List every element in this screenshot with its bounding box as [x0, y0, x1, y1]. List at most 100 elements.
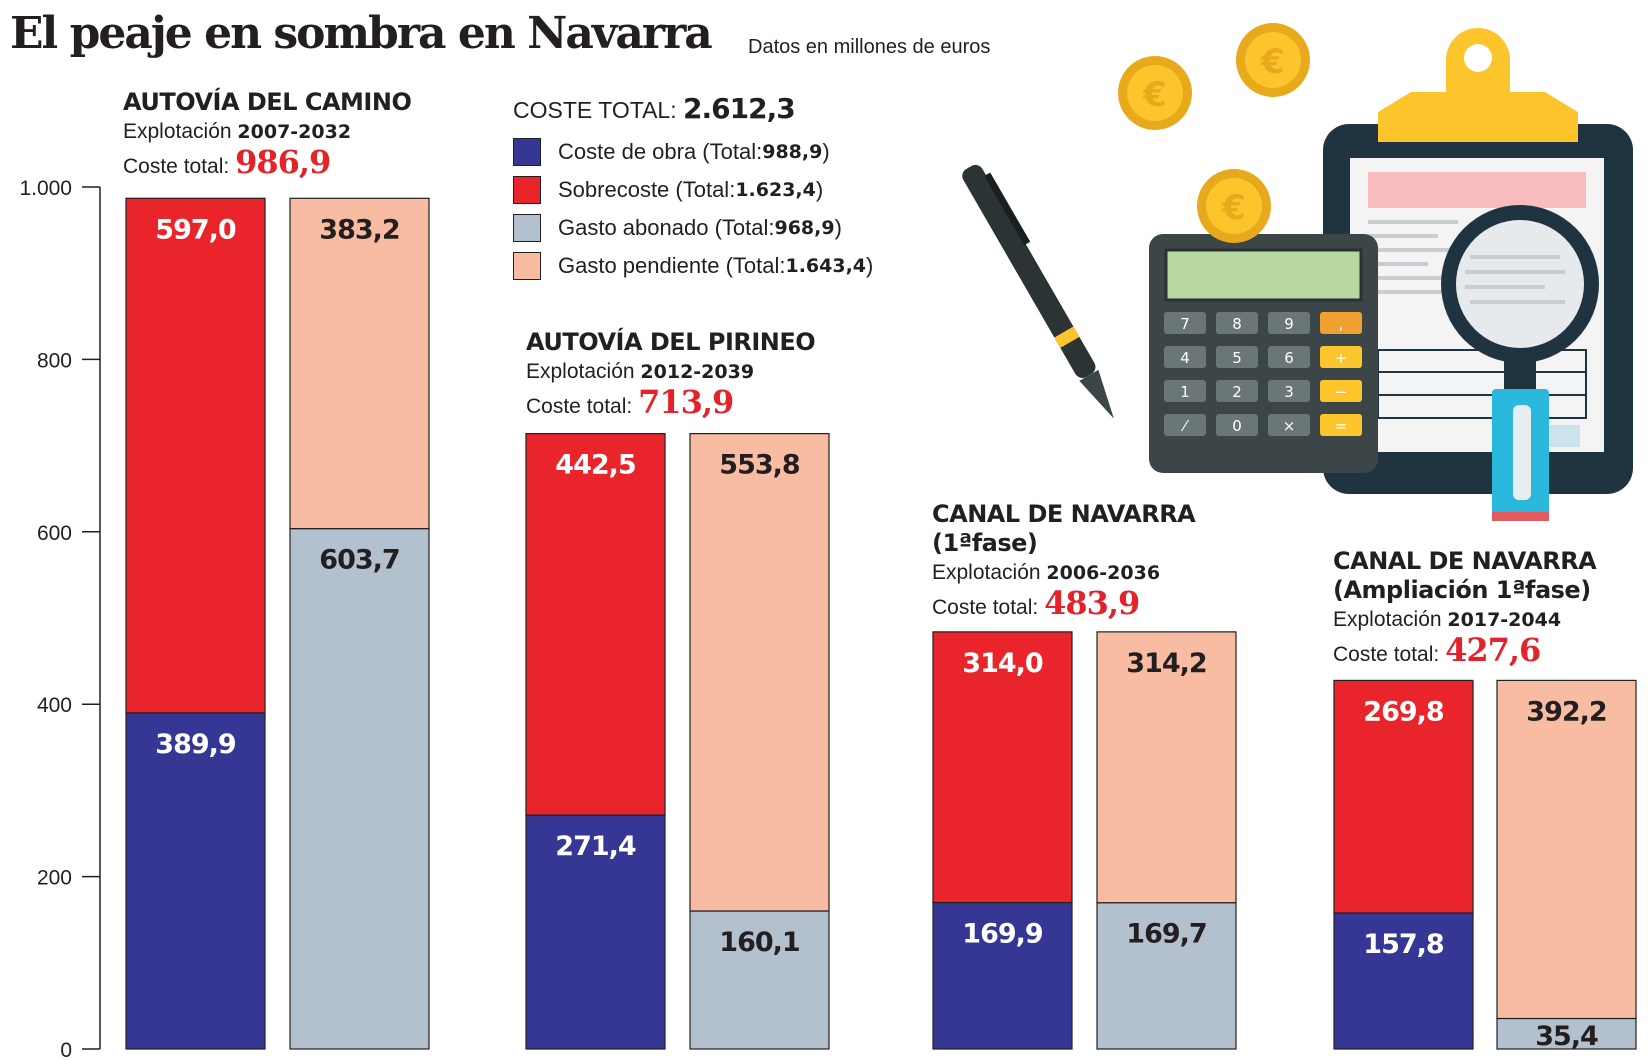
calculator-key — [1268, 312, 1310, 334]
cost-label: Coste total: — [526, 395, 639, 418]
group-coste: Coste total: 713,9 — [526, 386, 815, 422]
expl-label: Explotación — [526, 360, 641, 383]
calculator-key — [1164, 380, 1206, 402]
calculator-key-label: 7 — [1180, 315, 1190, 333]
cost-label: Coste total: — [1333, 643, 1446, 666]
group-explotacion: Explotación 2017-2044 — [1333, 605, 1596, 635]
chart-subtitle: Datos en millones de euros — [748, 36, 991, 58]
calculator-key — [1320, 380, 1362, 402]
calculator-key-label: 1 — [1180, 383, 1190, 401]
calculator-key-label: 2 — [1232, 383, 1242, 401]
calculator-key-label: 4 — [1180, 349, 1190, 367]
svg-text:€: € — [1221, 188, 1246, 228]
euro-coin-icon: € € € — [1118, 23, 1310, 243]
cost-value: 427,6 — [1445, 631, 1541, 669]
legend-paren: ) — [815, 177, 824, 202]
expl-years: 2012-2039 — [640, 361, 755, 383]
calculator-key — [1320, 414, 1362, 436]
bar-segment-gasto-pendiente — [689, 433, 830, 912]
legend-paren: ) — [866, 253, 874, 278]
pen-icon — [962, 164, 1114, 419]
expl-label: Explotación — [932, 561, 1047, 584]
calculator-key — [1164, 312, 1206, 334]
data-label: 389,9 — [155, 729, 236, 760]
data-label: 553,8 — [719, 450, 800, 481]
cost-value: 483,9 — [1044, 584, 1140, 622]
total-value: 2.612,3 — [683, 92, 796, 125]
total-label: COSTE TOTAL: — [513, 97, 677, 123]
calculator-key — [1216, 380, 1258, 402]
bar-segment-sobrecoste — [932, 631, 1073, 904]
calculator-key-label: 5 — [1232, 349, 1242, 367]
calculator-icon: 7 8 9, 4 5 6 +1 2 3 − ⁄ 0 × = — [1149, 234, 1378, 473]
calculator-key-label: , — [1339, 315, 1344, 333]
legend-label: Gasto abonado (Total: — [558, 215, 775, 240]
bar-segment-gasto-abonado — [289, 528, 430, 1050]
expl-label: Explotación — [1333, 608, 1448, 631]
group-title: CANAL DE NAVARRA — [1333, 547, 1597, 575]
cost-value: 986,9 — [235, 143, 331, 181]
y-axis: 0 200 400 600 800 1.000 — [19, 177, 101, 1060]
legend-total-value: 968,9 — [774, 217, 835, 239]
data-label: 35,4 — [1535, 1021, 1598, 1052]
legend-paren: ) — [822, 139, 830, 164]
legend-swatch — [513, 252, 541, 280]
bar-segment-gasto-abonado — [1496, 1017, 1637, 1050]
group-coste: Coste total: 986,9 — [123, 146, 411, 182]
data-label: 269,8 — [1363, 696, 1444, 727]
group-subtitle: (Ampliación 1ªfase) — [1333, 576, 1591, 604]
data-label: 160,1 — [719, 927, 799, 958]
calculator-key-label: = — [1335, 417, 1348, 435]
y-tick-label: 1.000 — [19, 177, 72, 200]
calculator-key-label: ⁄ — [1181, 417, 1190, 435]
group-explotacion: Explotación 2006-2036 — [932, 558, 1195, 588]
calculator-key-label: − — [1335, 383, 1348, 401]
bar-segment-coste-de-obra — [125, 712, 266, 1050]
chart-title: El peaje en sombra en Navarra — [10, 8, 713, 59]
group-title: AUTOVÍA DEL PIRINEO — [526, 328, 816, 356]
data-label: 597,0 — [155, 214, 236, 245]
magnifier-icon — [1441, 205, 1599, 521]
group-title: CANAL DE NAVARRA — [932, 500, 1196, 528]
group-header-pirineo: AUTOVÍA DEL PIRINEO Explotación 2012-203… — [526, 328, 816, 422]
data-label: 169,9 — [962, 919, 1043, 950]
expl-years: 2006-2036 — [1046, 562, 1161, 584]
legend: COSTE TOTAL: 2.612,3 Coste de obra (Tota… — [513, 92, 873, 285]
calculator-key — [1164, 414, 1206, 436]
cost-label: Coste total: — [123, 155, 236, 178]
legend-label: Coste de obra (Total: — [558, 139, 763, 164]
legend-item-sobrecoste: Sobrecoste (Total: 1.623,4) — [513, 171, 873, 209]
data-label: 383,2 — [319, 214, 399, 245]
legend-label: Sobrecoste (Total: — [558, 177, 736, 202]
legend-total: COSTE TOTAL: 2.612,3 — [513, 92, 873, 125]
expl-years: 2017-2044 — [1447, 609, 1562, 631]
legend-swatch — [513, 138, 541, 166]
calculator-key — [1164, 346, 1206, 368]
y-tick-label: 200 — [37, 867, 72, 890]
calculator-key-label: 0 — [1232, 417, 1242, 435]
legend-item-gasto-abonado: Gasto abonado (Total: 968,9) — [513, 209, 873, 247]
y-tick-label: 400 — [37, 694, 72, 717]
group-header-canal: CANAL DE NAVARRA (1ªfase) Explotación 20… — [932, 500, 1196, 623]
group-coste: Coste total: 427,6 — [1333, 634, 1596, 670]
data-label: 392,2 — [1526, 696, 1606, 727]
calculator-key-label: + — [1335, 349, 1348, 367]
data-label: 603,7 — [319, 545, 399, 576]
svg-text:€: € — [1260, 42, 1285, 82]
calculator-key-label: 9 — [1284, 315, 1294, 333]
bar-segment-coste-de-obra — [525, 814, 666, 1050]
svg-text:€: € — [1142, 75, 1167, 115]
calculator-key — [1320, 312, 1362, 334]
expl-label: Explotación — [123, 120, 238, 143]
data-label: 169,7 — [1126, 919, 1206, 950]
y-tick-label: 800 — [37, 349, 72, 372]
bar-segment-sobrecoste — [125, 197, 266, 714]
calculator-key — [1320, 346, 1362, 368]
group-explotacion: Explotación 2007-2032 — [123, 117, 411, 147]
calculator-key-label: 3 — [1284, 383, 1294, 401]
legend-total-value: 988,9 — [762, 141, 823, 163]
group-title: AUTOVÍA DEL CAMINO — [123, 88, 412, 116]
data-label: 314,2 — [1126, 648, 1206, 679]
y-tick-label: 0 — [60, 1039, 72, 1060]
